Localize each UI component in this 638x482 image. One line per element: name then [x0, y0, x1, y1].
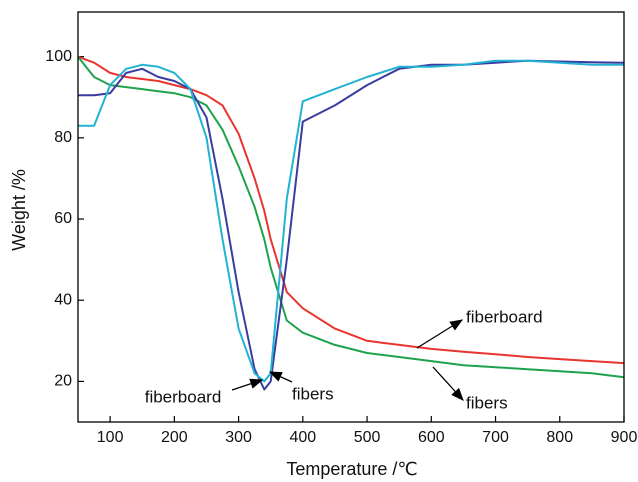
- annotation-arrow: [432, 366, 464, 401]
- plot-frame: [77, 11, 625, 423]
- x-tick-label: 900: [611, 429, 638, 446]
- x-axis-label: Temperature /℃: [286, 459, 417, 479]
- x-tick-label: 600: [418, 429, 445, 446]
- annotation-arrow: [231, 378, 264, 391]
- x-tick-label: 300: [225, 429, 252, 446]
- annotation-arrow: [416, 319, 464, 349]
- data-line: [77, 56, 625, 379]
- annotation: fibers: [466, 393, 508, 412]
- x-tick-label: 200: [161, 429, 188, 446]
- x-tick-label: 800: [546, 429, 573, 446]
- data-line: [78, 59, 624, 383]
- x-tick-label: 100: [97, 429, 124, 446]
- y-axis-label: Weight /%: [9, 169, 29, 251]
- y-tick-label: 100: [45, 48, 72, 65]
- y-tick-label: 40: [54, 291, 72, 308]
- x-tick-label: 400: [289, 429, 316, 446]
- data-line: [78, 59, 625, 391]
- data-line: [77, 55, 625, 365]
- y-tick-label: 60: [54, 210, 72, 227]
- annotation-arrow: [268, 371, 293, 383]
- y-tick-label: 20: [54, 373, 72, 390]
- annotation: fiberboard: [466, 307, 543, 326]
- y-tick-label: 80: [54, 129, 72, 146]
- annotation: fibers: [292, 384, 334, 403]
- x-tick-label: 700: [482, 429, 509, 446]
- x-tick-label: 500: [354, 429, 381, 446]
- annotation: fiberboard: [145, 387, 222, 406]
